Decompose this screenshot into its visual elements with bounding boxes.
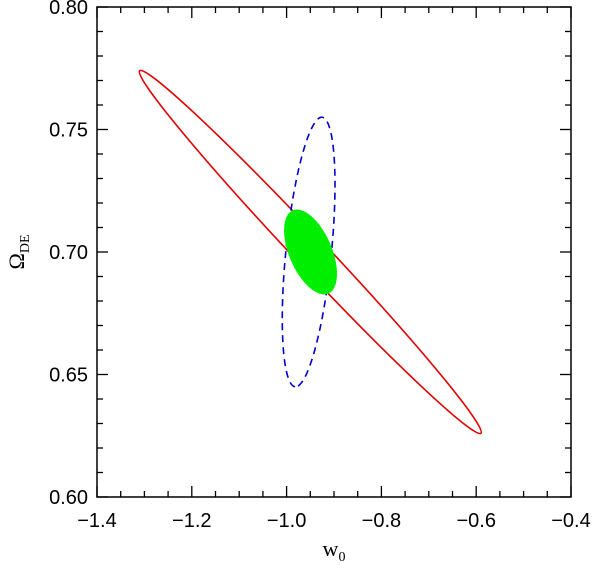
x-tick-labels: −1.4 −1.2 −1.0 −0.8 −0.6 −0.4: [77, 510, 590, 532]
plot-frame: [96, 6, 572, 498]
y-tick-label: 0.65: [49, 365, 88, 387]
x-tick-label: −1.2: [172, 510, 211, 532]
x-tick-label: −0.8: [362, 510, 401, 532]
x-tick-label: −0.6: [456, 510, 495, 532]
x-axis-label-subscript: 0: [338, 550, 345, 565]
y-tick-label: 0.75: [49, 120, 88, 142]
x-tick-label: −1.0: [267, 510, 306, 532]
contour-layer: [138, 69, 483, 435]
contour-inner-filled: [284, 209, 338, 295]
y-axis-label-main: Ω: [4, 253, 29, 269]
y-axis-label: ΩDE: [4, 234, 33, 269]
x-tick-label: −1.4: [77, 510, 116, 532]
x-axis-label: w0: [323, 536, 346, 565]
y-tick-label: 0.80: [49, 0, 88, 19]
y-tick-labels: 0.60 0.65 0.70 0.75 0.80: [49, 0, 88, 509]
x-axis-label-main: w: [323, 536, 339, 561]
y-tick-label: 0.60: [49, 487, 88, 509]
axis-ticks: [96, 6, 572, 498]
y-axis-label-subscript: DE: [18, 234, 33, 253]
y-tick-label: 0.70: [49, 242, 88, 264]
x-tick-label: −0.4: [551, 510, 590, 532]
